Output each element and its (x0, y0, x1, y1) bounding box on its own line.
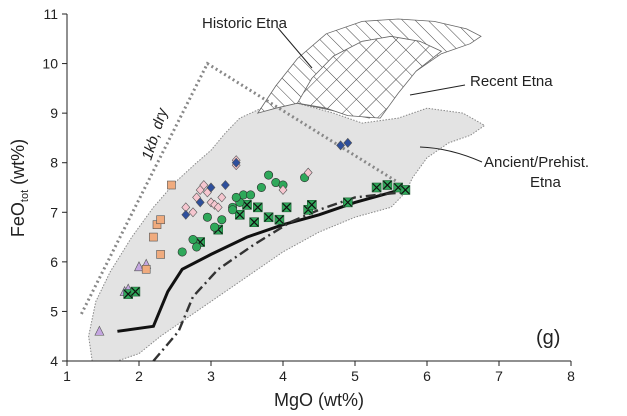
circle-point (246, 190, 256, 200)
circle-point (210, 222, 220, 232)
dry-1kb-line (80, 61, 399, 315)
diamond-point (231, 157, 241, 168)
y-axis-label-sub: tot (19, 190, 31, 202)
x-tick-label: 1 (63, 368, 71, 384)
circle-point (202, 212, 212, 222)
historic-leader-line (277, 27, 313, 69)
square-point (167, 180, 176, 190)
circle-point (264, 170, 274, 180)
ancient-leader-line (419, 146, 483, 163)
square-x-point (306, 200, 317, 210)
diamond-point (188, 207, 198, 218)
diamond-point (181, 209, 191, 220)
x-tick-label: 5 (351, 368, 359, 384)
y-tick-label: 4 (50, 353, 58, 369)
square-point (141, 264, 151, 274)
diamond-point (195, 197, 205, 208)
square-x-point (253, 202, 263, 213)
y-tick-label: 8 (50, 155, 58, 171)
square-x-point (242, 200, 252, 210)
x-tick-label: 2 (135, 368, 143, 384)
y-tick-labels: 4 5 6 7 8 9 10 11 (42, 6, 67, 369)
square-x-point (249, 217, 259, 227)
y-axis-label-main: FeO (8, 202, 28, 237)
x-tick-label: 4 (279, 368, 287, 384)
x-axis-label: MgO (wt%) (274, 390, 364, 410)
x-tick-label: 6 (423, 368, 431, 384)
circle-point (217, 215, 227, 225)
circle-point (192, 242, 202, 252)
square-x-point (263, 212, 274, 223)
diamond-point (336, 140, 346, 151)
diamond-point (220, 180, 230, 190)
ancient-etna-label-line1: Ancient/Prehist. (484, 154, 589, 171)
triangle-point (94, 325, 105, 336)
panel-label: (g) (536, 327, 560, 349)
y-tick-label: 11 (43, 6, 58, 22)
square-point (156, 250, 165, 259)
compositional-fields (88, 18, 486, 362)
square-x-point (130, 286, 141, 297)
y-tick-label: 5 (50, 303, 58, 319)
y-tick-label: 9 (50, 105, 58, 121)
x-tick-label: 3 (207, 368, 215, 384)
diamond-point (217, 192, 227, 203)
square-x-point (281, 202, 292, 213)
diamond-point (278, 185, 288, 195)
circle-point (177, 247, 187, 257)
data-points (94, 137, 411, 336)
square-x-point (382, 180, 393, 190)
recent-etna-label: Recent Etna (470, 73, 553, 90)
recent-leader-line (409, 84, 466, 96)
square-x-point (400, 185, 411, 195)
square-x-point (342, 197, 353, 208)
circle-point (228, 205, 238, 215)
square-x-point (235, 209, 245, 220)
ancient-etna-field (88, 102, 486, 362)
axes (66, 14, 571, 362)
diamond-point (213, 202, 223, 213)
y-axis-label: FeOtot (wt%) (8, 139, 31, 237)
ancient-etna-label-line2: Etna (530, 174, 562, 191)
solid-model-line (117, 186, 406, 333)
y-axis-label-unit: (wt%) (8, 139, 28, 190)
circle-point (231, 192, 241, 202)
diamond-point (343, 137, 353, 148)
diamond-point (303, 167, 313, 178)
x-tick-label: 7 (495, 368, 503, 384)
historic-etna-label: Historic Etna (202, 15, 288, 32)
x-tick-label: 8 (567, 368, 575, 384)
y-tick-label: 7 (50, 204, 58, 220)
square-x-point (371, 182, 382, 193)
dry-1kb-label: 1kb, dry (139, 105, 172, 162)
diamond-point (206, 182, 216, 193)
triangle-point (134, 261, 144, 272)
diamond-point (199, 180, 209, 190)
square-x-point (274, 214, 285, 225)
y-tick-label: 10 (42, 56, 58, 72)
square-point (149, 232, 158, 242)
recent-etna-field (296, 35, 443, 119)
circle-point (256, 183, 266, 193)
model-lines (80, 61, 406, 362)
square-point (156, 215, 165, 225)
circle-point (188, 235, 198, 245)
x-tick-labels: 1 2 3 4 5 6 7 8 (63, 361, 575, 384)
y-tick-label: 6 (50, 254, 58, 270)
dash-dot-model-line (152, 191, 406, 362)
